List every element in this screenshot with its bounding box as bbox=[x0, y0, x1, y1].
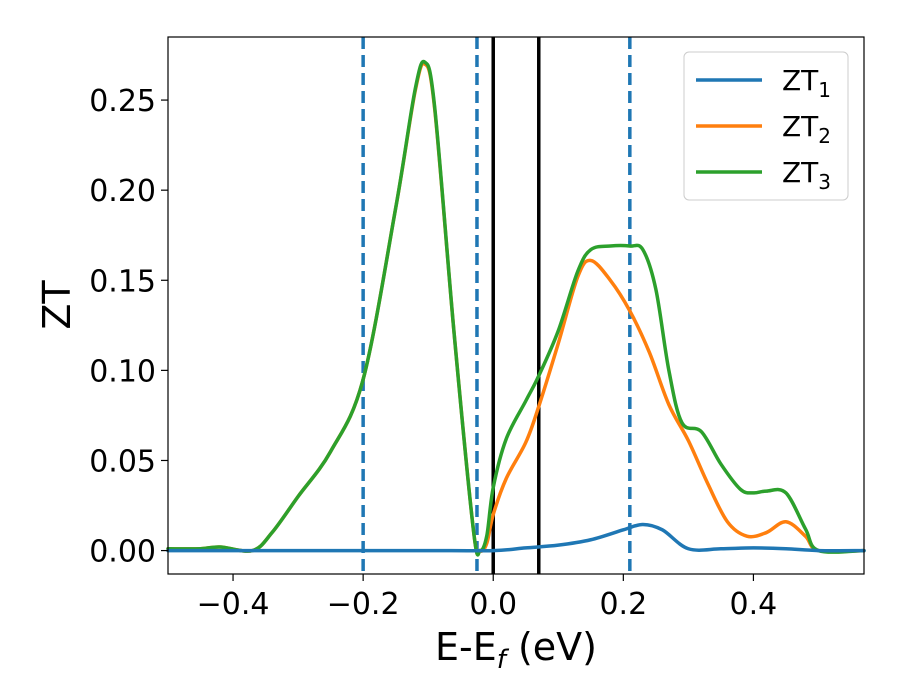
y-axis-ticks: 0.00 0.05 0.10 0.15 0.20 0.25 bbox=[89, 84, 168, 570]
legend-label-zt1: ZT1 bbox=[782, 64, 831, 102]
reference-lines bbox=[361, 37, 632, 574]
legend-label-zt3: ZT3 bbox=[782, 156, 831, 194]
series-layer bbox=[166, 59, 866, 557]
x-axis-label-main: E-E bbox=[435, 625, 497, 669]
y-tick-label: 0.20 bbox=[89, 174, 156, 209]
series-line-zt1 bbox=[166, 522, 866, 553]
y-tick-label: 0.05 bbox=[89, 444, 156, 479]
x-tick-label: 0.4 bbox=[730, 587, 778, 622]
y-tick-label: 0.10 bbox=[89, 354, 156, 389]
x-axis-label: E-Ef (eV) bbox=[435, 625, 597, 675]
legend-frame bbox=[683, 51, 849, 201]
x-axis-label-unit: (eV) bbox=[506, 625, 597, 669]
plot-frame bbox=[167, 36, 865, 575]
legend: ZT1 ZT2 ZT3 bbox=[683, 51, 849, 201]
y-tick-label: 0.25 bbox=[89, 84, 156, 119]
y-tick-label: 0.00 bbox=[89, 535, 156, 570]
x-axis-ticks: −0.4 −0.2 0.0 0.2 0.4 bbox=[197, 574, 778, 622]
y-tick-label: 0.15 bbox=[89, 264, 156, 299]
legend-label-zt2: ZT2 bbox=[782, 110, 831, 148]
x-tick-label: −0.4 bbox=[197, 587, 270, 622]
y-axis-label: ZT bbox=[35, 280, 79, 330]
series-line-zt3 bbox=[166, 59, 866, 557]
x-tick-label: 0.0 bbox=[469, 587, 517, 622]
x-tick-label: 0.2 bbox=[599, 587, 647, 622]
x-tick-label: −0.2 bbox=[327, 587, 400, 622]
